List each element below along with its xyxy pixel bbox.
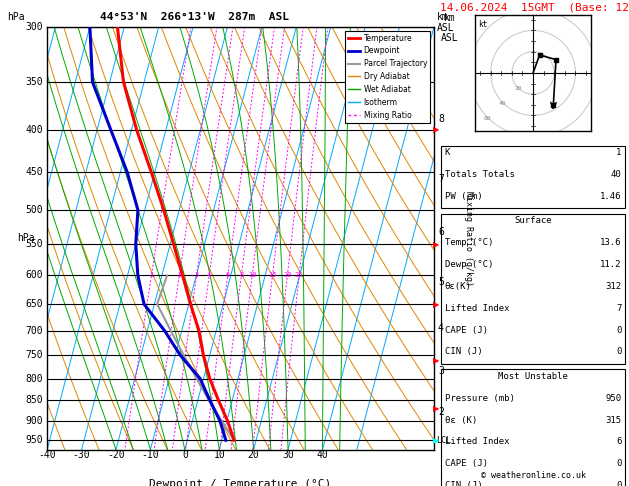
Text: CAPE (J): CAPE (J) bbox=[445, 459, 488, 469]
Text: 13.6: 13.6 bbox=[600, 238, 621, 247]
Text: 3: 3 bbox=[194, 272, 199, 278]
Text: 1: 1 bbox=[616, 148, 621, 157]
Text: 0: 0 bbox=[616, 459, 621, 469]
Text: 44°53'N  266°13'W  287m  ASL: 44°53'N 266°13'W 287m ASL bbox=[99, 12, 289, 22]
Text: 900: 900 bbox=[26, 416, 43, 426]
Text: 550: 550 bbox=[26, 239, 43, 249]
Text: Lifted Index: Lifted Index bbox=[445, 437, 509, 447]
Text: 850: 850 bbox=[26, 395, 43, 405]
Text: -10: -10 bbox=[142, 450, 159, 460]
Text: hPa: hPa bbox=[17, 233, 35, 243]
Text: hPa: hPa bbox=[8, 12, 25, 22]
Text: 500: 500 bbox=[26, 205, 43, 215]
Text: 40: 40 bbox=[499, 101, 506, 106]
Text: Dewpoint / Temperature (°C): Dewpoint / Temperature (°C) bbox=[150, 479, 331, 486]
Text: kt: kt bbox=[478, 20, 487, 29]
Text: 450: 450 bbox=[26, 167, 43, 177]
Text: ▶: ▶ bbox=[433, 299, 439, 309]
Text: 8: 8 bbox=[438, 114, 443, 124]
Text: 5: 5 bbox=[438, 277, 443, 287]
Text: 2: 2 bbox=[438, 407, 443, 417]
Text: 315: 315 bbox=[605, 416, 621, 425]
Text: 20: 20 bbox=[283, 272, 292, 278]
Text: 350: 350 bbox=[26, 77, 43, 87]
Text: 6: 6 bbox=[438, 227, 443, 237]
Text: 950: 950 bbox=[605, 394, 621, 403]
Text: θε (K): θε (K) bbox=[445, 416, 477, 425]
Text: 11.2: 11.2 bbox=[600, 260, 621, 269]
Text: © weatheronline.co.uk: © weatheronline.co.uk bbox=[481, 470, 586, 480]
Text: 950: 950 bbox=[26, 435, 43, 445]
Text: 25: 25 bbox=[295, 272, 303, 278]
Text: CIN (J): CIN (J) bbox=[445, 347, 482, 357]
Text: PW (cm): PW (cm) bbox=[445, 192, 482, 201]
Text: 800: 800 bbox=[26, 374, 43, 383]
Text: CIN (J): CIN (J) bbox=[445, 481, 482, 486]
Text: 1.46: 1.46 bbox=[600, 192, 621, 201]
Text: LCL: LCL bbox=[436, 436, 451, 445]
Text: 0: 0 bbox=[616, 481, 621, 486]
Text: 20: 20 bbox=[514, 86, 521, 91]
Text: ▶: ▶ bbox=[433, 404, 439, 413]
Text: 10: 10 bbox=[248, 272, 257, 278]
Text: 0: 0 bbox=[616, 326, 621, 335]
Text: 6: 6 bbox=[226, 272, 230, 278]
Text: 2: 2 bbox=[177, 272, 181, 278]
Text: ▶: ▶ bbox=[433, 436, 439, 445]
Text: 7: 7 bbox=[616, 304, 621, 313]
Text: 60: 60 bbox=[484, 116, 491, 121]
Text: 4: 4 bbox=[438, 323, 443, 333]
Text: Mixing Ratio (g/kg): Mixing Ratio (g/kg) bbox=[464, 191, 474, 286]
Text: 0: 0 bbox=[182, 450, 188, 460]
Text: 10: 10 bbox=[213, 450, 225, 460]
Text: Pressure (mb): Pressure (mb) bbox=[445, 394, 515, 403]
Text: km: km bbox=[437, 12, 449, 22]
Text: 1: 1 bbox=[149, 272, 153, 278]
Text: 3: 3 bbox=[438, 366, 443, 376]
Text: 30: 30 bbox=[282, 450, 294, 460]
Text: -40: -40 bbox=[38, 450, 56, 460]
Text: 300: 300 bbox=[26, 22, 43, 32]
Text: -20: -20 bbox=[107, 450, 125, 460]
Text: 312: 312 bbox=[605, 282, 621, 291]
Text: Dewp (°C): Dewp (°C) bbox=[445, 260, 493, 269]
Text: ▶: ▶ bbox=[433, 356, 439, 364]
Text: 20: 20 bbox=[248, 450, 260, 460]
Text: Temp (°C): Temp (°C) bbox=[445, 238, 493, 247]
Text: 8: 8 bbox=[239, 272, 243, 278]
Text: 4: 4 bbox=[207, 272, 211, 278]
Text: 750: 750 bbox=[26, 350, 43, 361]
Text: km: km bbox=[443, 13, 455, 22]
Text: ASL: ASL bbox=[437, 23, 455, 33]
Text: ASL: ASL bbox=[441, 33, 459, 43]
Bar bbox=[441, 369, 625, 486]
Text: 6: 6 bbox=[616, 437, 621, 447]
Text: ▶: ▶ bbox=[433, 125, 439, 135]
Text: -30: -30 bbox=[73, 450, 91, 460]
Text: K: K bbox=[445, 148, 450, 157]
Text: 600: 600 bbox=[26, 270, 43, 280]
Text: CAPE (J): CAPE (J) bbox=[445, 326, 488, 335]
Text: 14.06.2024  15GMT  (Base: 12): 14.06.2024 15GMT (Base: 12) bbox=[440, 2, 629, 13]
Text: Most Unstable: Most Unstable bbox=[498, 372, 568, 381]
Text: 7: 7 bbox=[438, 174, 443, 184]
Text: 40: 40 bbox=[611, 170, 621, 179]
Bar bbox=[441, 214, 625, 364]
Text: Totals Totals: Totals Totals bbox=[445, 170, 515, 179]
Legend: Temperature, Dewpoint, Parcel Trajectory, Dry Adiabat, Wet Adiabat, Isotherm, Mi: Temperature, Dewpoint, Parcel Trajectory… bbox=[345, 31, 430, 122]
Text: 0: 0 bbox=[616, 347, 621, 357]
Text: 15: 15 bbox=[268, 272, 277, 278]
Text: ▶: ▶ bbox=[433, 240, 439, 249]
Bar bbox=[441, 146, 625, 208]
Text: 40: 40 bbox=[316, 450, 328, 460]
Text: Lifted Index: Lifted Index bbox=[445, 304, 509, 313]
Text: 400: 400 bbox=[26, 125, 43, 135]
Text: θε(K): θε(K) bbox=[445, 282, 472, 291]
Text: 700: 700 bbox=[26, 326, 43, 336]
Text: Surface: Surface bbox=[515, 216, 552, 226]
Text: 650: 650 bbox=[26, 299, 43, 309]
